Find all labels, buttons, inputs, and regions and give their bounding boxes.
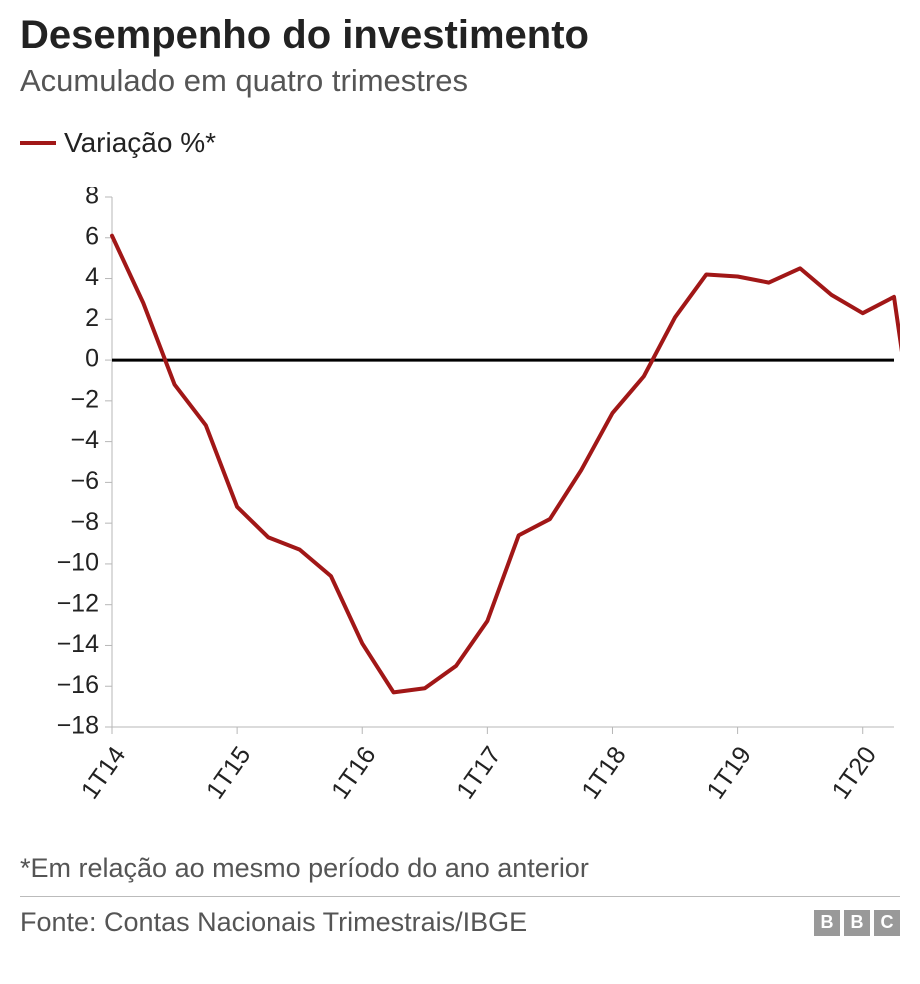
- x-tick-label: 1T15: [201, 742, 257, 805]
- chart-svg: 8 6 4 2 0 −2 −4 −6 −8 −10 −12 −14 −16 −181T14 1T15 1T16…: [20, 187, 900, 837]
- x-tick-label: 1T20: [826, 742, 882, 805]
- y-tick-label: 8: [85, 187, 99, 210]
- x-tick-label: 1T19: [701, 742, 757, 805]
- line-chart: 8 6 4 2 0 −2 −4 −6 −8 −10 −12 −14 −16 −181T14 1T15 1T16…: [20, 187, 900, 837]
- chart-title: Desempenho do investimento: [20, 12, 900, 58]
- bbc-logo-box: B: [844, 910, 870, 936]
- y-tick-label: −2: [70, 386, 99, 414]
- y-tick-label: −4: [70, 426, 99, 454]
- y-tick-label: 6: [85, 223, 99, 251]
- x-tick-label: 1T14: [76, 742, 132, 805]
- series-line: [112, 236, 900, 693]
- x-tick-label: 1T16: [326, 742, 382, 805]
- footer-rule: [20, 896, 900, 897]
- footnote: *Em relação ao mesmo período do ano ante…: [20, 853, 900, 884]
- legend-label: Variação %*: [64, 127, 216, 159]
- y-tick-label: 0: [85, 345, 99, 373]
- y-tick-label: −14: [57, 630, 100, 658]
- y-tick-label: 4: [85, 263, 99, 291]
- y-tick-label: −8: [70, 508, 99, 536]
- y-tick-label: −6: [70, 467, 99, 495]
- legend: Variação %*: [20, 127, 900, 159]
- y-tick-label: −12: [57, 589, 99, 617]
- y-tick-label: −18: [57, 712, 99, 740]
- x-tick-label: 1T17: [451, 742, 507, 805]
- legend-swatch: [20, 141, 56, 145]
- bbc-logo-box: C: [874, 910, 900, 936]
- x-tick-label: 1T18: [576, 742, 632, 805]
- y-tick-label: −16: [57, 671, 99, 699]
- y-tick-label: 2: [85, 304, 99, 332]
- source-text: Fonte: Contas Nacionais Trimestrais/IBGE: [20, 907, 527, 938]
- bbc-logo-box: B: [814, 910, 840, 936]
- y-tick-label: −10: [57, 549, 99, 577]
- chart-subtitle: Acumulado em quatro trimestres: [20, 62, 900, 99]
- bbc-logo: BBC: [814, 910, 900, 936]
